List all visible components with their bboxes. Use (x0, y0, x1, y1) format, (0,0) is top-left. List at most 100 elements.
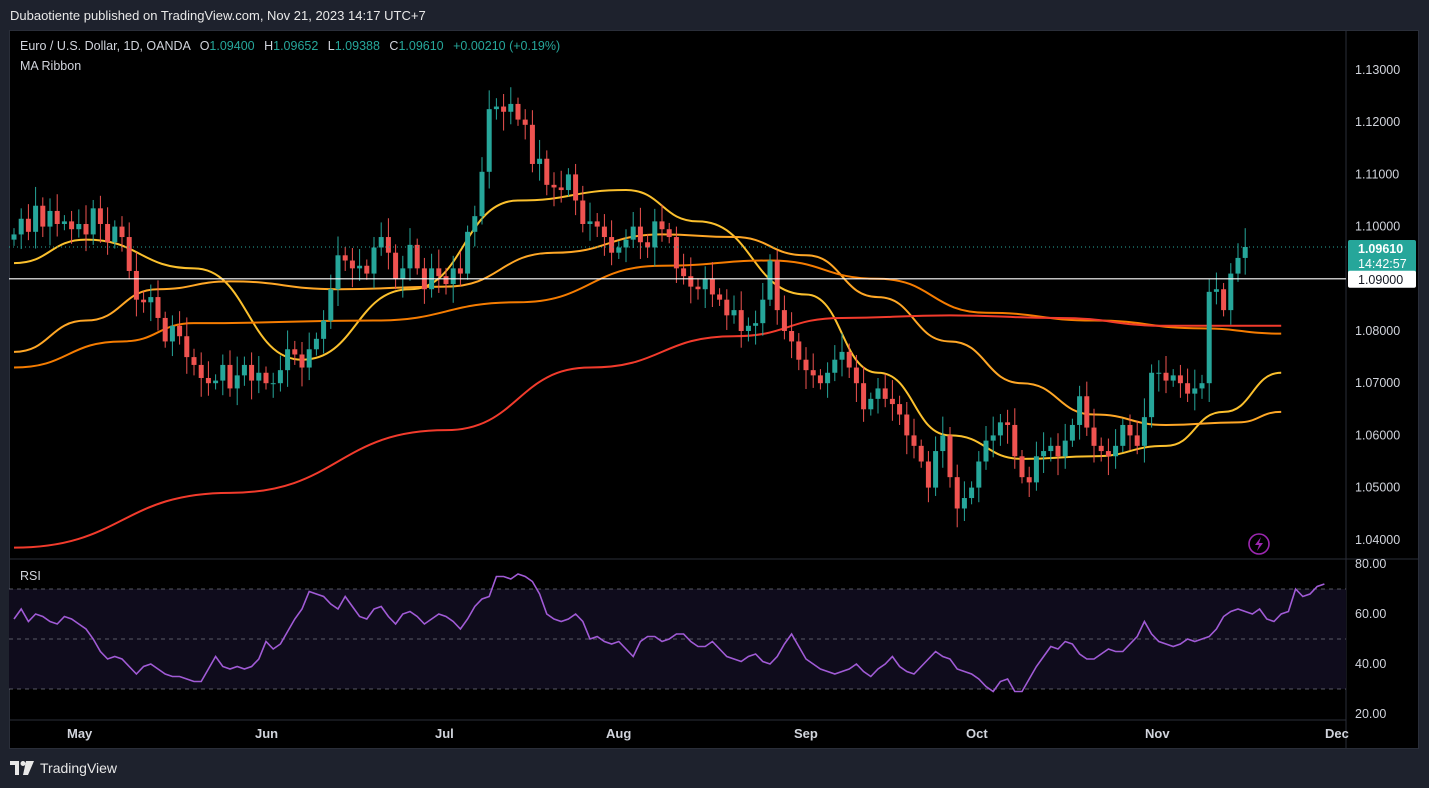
candle-body (414, 244, 420, 269)
candle (825, 362, 831, 398)
candle-body (277, 370, 283, 384)
candle-body (760, 299, 766, 324)
candle (277, 355, 283, 392)
candle (861, 366, 867, 422)
candle-body (184, 336, 190, 358)
candle (666, 222, 672, 244)
candle-body (213, 380, 219, 384)
candle-body (1242, 246, 1248, 258)
ma-ribbon-label[interactable]: MA Ribbon (20, 59, 82, 73)
candle (1242, 228, 1248, 275)
candle (69, 210, 75, 244)
candle (616, 241, 622, 259)
candle-body (1149, 372, 1155, 418)
candle (990, 416, 996, 458)
candle-body (486, 109, 492, 172)
candle-body (990, 435, 996, 441)
candle (169, 315, 175, 357)
candle-body (925, 461, 931, 488)
candle-body (119, 226, 125, 238)
candle (1048, 437, 1054, 462)
candle-body (717, 294, 723, 300)
candle-body (299, 354, 305, 368)
candle-body (371, 247, 377, 274)
candle-body (889, 398, 895, 405)
time-tick-label: Nov (1145, 726, 1170, 741)
candle (637, 207, 643, 259)
ma-line-orange (13, 259, 1282, 369)
candle (191, 348, 197, 376)
candle (1127, 414, 1133, 451)
candle (162, 311, 168, 348)
candle (587, 202, 593, 241)
candle-body (997, 422, 1003, 436)
candle-body (90, 208, 96, 235)
time-tick-label: Oct (966, 726, 988, 741)
candle-body (1235, 257, 1241, 274)
candle (414, 238, 420, 275)
candle-body (205, 377, 211, 384)
time-tick-label: Aug (606, 726, 631, 741)
candle-body (1098, 445, 1104, 452)
candle (1177, 364, 1183, 398)
footer: TradingView (10, 760, 117, 776)
candle-body (630, 226, 636, 240)
candle-body (537, 158, 543, 164)
candle-body (1055, 445, 1061, 457)
candle-body (76, 223, 82, 230)
candle-body (558, 187, 564, 191)
candle (457, 251, 463, 287)
candle (54, 194, 60, 237)
candle (969, 481, 975, 505)
candle-body (666, 229, 672, 238)
candle (515, 97, 521, 126)
candle (400, 255, 406, 298)
candle (177, 311, 183, 345)
candle-body (875, 388, 881, 399)
candle-body (443, 276, 449, 285)
candle (1098, 437, 1104, 462)
candle-body (832, 359, 838, 373)
candle (1026, 466, 1032, 497)
candle (709, 262, 715, 307)
candle (659, 204, 665, 242)
tradingview-logo-icon (10, 761, 34, 775)
candle-body (918, 445, 924, 462)
candle (126, 222, 132, 280)
price-tick-label: 1.05000 (1355, 481, 1400, 495)
high-label: H (264, 39, 274, 53)
candle-body (522, 119, 528, 125)
candle (1235, 243, 1241, 282)
candle (155, 280, 161, 331)
candle-body (1177, 375, 1183, 384)
candle (1221, 282, 1227, 317)
rsi-label[interactable]: RSI (20, 569, 41, 583)
candle-body (112, 226, 118, 243)
candle (133, 252, 139, 317)
candle-body (825, 372, 831, 384)
price-tick-label: 1.08000 (1355, 324, 1400, 338)
candle (753, 310, 759, 345)
candle-body (11, 234, 17, 240)
candle (1192, 369, 1198, 411)
candle-body (637, 226, 643, 243)
candle (148, 284, 154, 322)
candle (645, 233, 651, 258)
chart-canvas[interactable]: 1.04000 1.05000 1.06000 1.07000 1.08000 1.090… (9, 30, 1419, 749)
candle (1062, 423, 1068, 469)
published-header: Dubaotiente published on TradingView.com… (10, 8, 426, 23)
candle-body (1134, 435, 1140, 446)
candle (364, 259, 370, 280)
candle (306, 332, 312, 381)
candle-body (529, 124, 535, 164)
candle-body (349, 260, 355, 269)
candle-body (191, 357, 197, 365)
rsi-tick-label: 40.00 (1355, 657, 1386, 671)
candle-body (457, 268, 463, 274)
candle-body (594, 221, 600, 227)
lightning-icon[interactable] (1248, 533, 1270, 555)
candle-body (141, 299, 147, 303)
candle-body (256, 372, 262, 381)
candle (429, 253, 435, 298)
candle (882, 373, 888, 408)
